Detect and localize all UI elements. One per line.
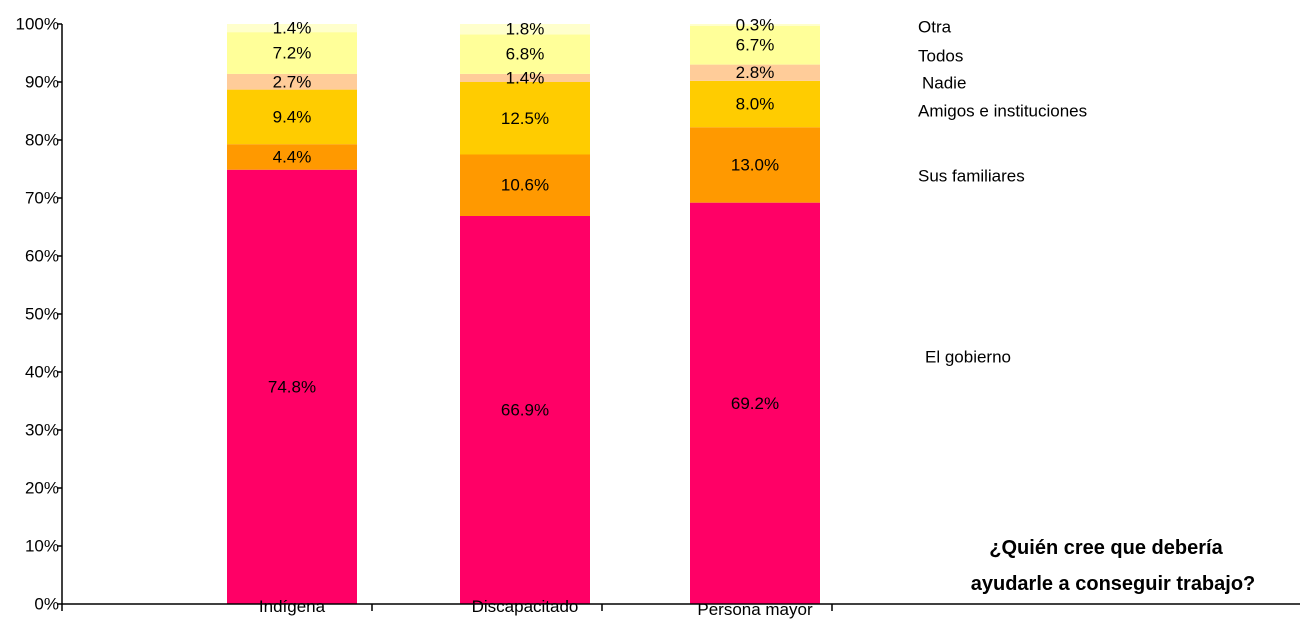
data-label: 2.7% xyxy=(273,72,312,91)
data-label: 69.2% xyxy=(731,394,779,413)
bar-segment xyxy=(690,127,820,203)
bar-segment xyxy=(690,80,820,128)
bar-segment xyxy=(460,154,590,216)
annotation-layer: ¿Quién cree que debería ayudarle a conse… xyxy=(971,537,1256,595)
bar-segment xyxy=(227,73,357,90)
bar-segment xyxy=(227,89,357,145)
data-label: 1.4% xyxy=(273,19,312,38)
labels-layer: 74.8% 4.4% 9.4% 2.7% 7.2% 1.4% Indígena 66.9% 10… xyxy=(259,15,813,619)
data-label: 1.8% xyxy=(506,20,545,39)
data-label: 10.6% xyxy=(501,176,549,195)
y-tick-label: 20% xyxy=(25,479,59,498)
data-label: 6.7% xyxy=(736,36,775,55)
data-label: 66.9% xyxy=(501,400,549,419)
y-tick-label: 0% xyxy=(34,595,59,614)
x-tick-label: Persona mayor xyxy=(697,600,813,619)
y-tick-label: 90% xyxy=(25,73,59,92)
data-label: 0.3% xyxy=(736,15,775,34)
x-tick-label: Indígena xyxy=(259,597,326,616)
bar-segment xyxy=(460,34,590,74)
legend-entry: Sus familiares xyxy=(918,167,1025,186)
y-tick-label: 70% xyxy=(25,189,59,208)
legend-layer: Otra Todos Nadie Amigos e instituciones Sus … xyxy=(918,18,1087,367)
bar-segment xyxy=(460,215,590,605)
legend-entry: Todos xyxy=(918,47,963,66)
legend-entry: El gobierno xyxy=(925,348,1011,367)
axes-layer: 0% 10% 20% 30% 40% 50% 60% 70% 80% 90% 100% xyxy=(16,15,1300,614)
bar-segment xyxy=(227,24,357,33)
legend-entry: Otra xyxy=(918,18,952,37)
y-tick-label: 40% xyxy=(25,363,59,382)
question-line-2: ayudarle a conseguir trabajo? xyxy=(971,573,1256,595)
bar-segment xyxy=(460,24,590,35)
bar-segment xyxy=(690,24,820,26)
data-label: 4.4% xyxy=(273,147,312,166)
data-label: 8.0% xyxy=(736,95,775,114)
y-tick-label: 10% xyxy=(25,537,59,556)
data-label: 74.8% xyxy=(268,377,316,396)
bar-segment xyxy=(227,169,357,605)
bar-segment xyxy=(690,202,820,604)
bar-segment xyxy=(460,82,590,155)
y-tick-label: 50% xyxy=(25,305,59,324)
bar-segment xyxy=(690,64,820,81)
bar-segment xyxy=(227,32,357,74)
y-tick-label: 80% xyxy=(25,131,59,150)
bars-layer xyxy=(227,24,820,605)
bar-segment xyxy=(690,25,820,65)
bar-segment xyxy=(227,144,357,170)
legend-entry: Nadie xyxy=(922,74,966,93)
data-label: 1.4% xyxy=(506,68,545,87)
bar-segment xyxy=(460,73,590,82)
y-tick-label: 100% xyxy=(16,15,59,34)
legend-entry: Amigos e instituciones xyxy=(918,102,1087,121)
y-tick-label: 30% xyxy=(25,421,59,440)
question-line-1: ¿Quién cree que debería xyxy=(989,537,1223,559)
data-label: 6.8% xyxy=(506,45,545,64)
y-tick-label: 60% xyxy=(25,247,59,266)
data-label: 9.4% xyxy=(273,107,312,126)
x-tick-label: Discapacitado xyxy=(472,597,579,616)
data-label: 12.5% xyxy=(501,109,549,128)
data-label: 13.0% xyxy=(731,155,779,174)
data-label: 7.2% xyxy=(273,44,312,63)
data-label: 2.8% xyxy=(736,63,775,82)
